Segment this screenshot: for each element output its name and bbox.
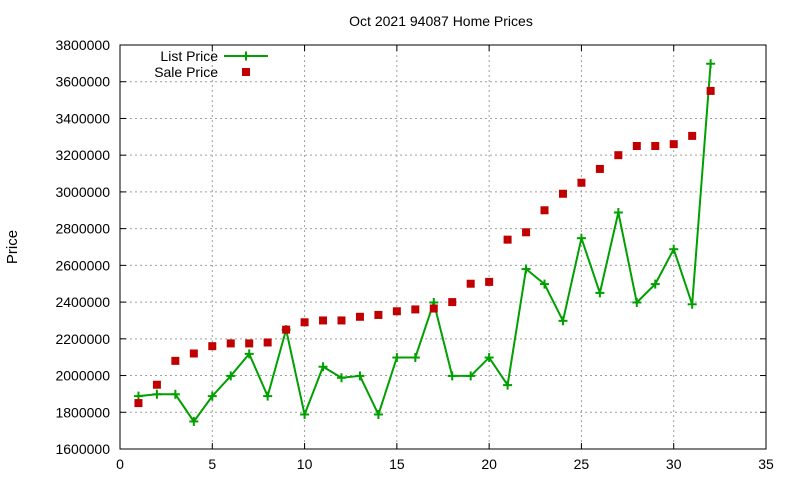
plot-data bbox=[133, 59, 716, 426]
list-price-point bbox=[595, 288, 605, 298]
list-price-point bbox=[226, 371, 236, 381]
sale-price-point bbox=[448, 298, 457, 307]
sale-price-point bbox=[263, 338, 272, 347]
list-price-point bbox=[152, 389, 162, 399]
sale-price-point bbox=[152, 380, 161, 389]
list-price-point bbox=[632, 297, 642, 307]
list-price-point bbox=[263, 391, 273, 401]
list-price-point bbox=[244, 349, 254, 359]
sale-price-point bbox=[669, 140, 678, 149]
sale-price-point bbox=[540, 206, 549, 215]
legend-plus-marker bbox=[241, 51, 251, 61]
y-axis-label: Price bbox=[4, 230, 21, 264]
sale-price-point bbox=[632, 142, 641, 150]
list-price-point bbox=[706, 59, 716, 69]
sale-price-point bbox=[337, 316, 346, 325]
list-price-point bbox=[355, 371, 365, 381]
x-tick-label: 5 bbox=[208, 456, 216, 472]
y-tick-label: 1800000 bbox=[55, 404, 110, 420]
sale-price-point bbox=[706, 86, 715, 95]
sale-price-point bbox=[355, 312, 364, 321]
list-price-point bbox=[484, 353, 494, 363]
sale-price-point bbox=[134, 399, 143, 408]
sale-price-point bbox=[392, 307, 401, 316]
list-price-point bbox=[336, 373, 346, 383]
y-tick-label: 2200000 bbox=[55, 331, 110, 347]
sale-price-point bbox=[411, 305, 420, 314]
sale-price-point bbox=[374, 310, 383, 319]
sale-price-point bbox=[226, 339, 235, 348]
legend-label: Sale Price bbox=[154, 64, 218, 80]
x-tick-label: 20 bbox=[481, 456, 497, 472]
plot-frame bbox=[119, 44, 767, 450]
list-price-point bbox=[447, 371, 457, 381]
list-price-point bbox=[613, 207, 623, 217]
list-price-point bbox=[189, 416, 199, 426]
y-tick-label: 3400000 bbox=[55, 110, 110, 126]
list-price-point bbox=[558, 316, 568, 326]
y-tick-label: 1600000 bbox=[55, 441, 110, 457]
list-price-point bbox=[410, 353, 420, 363]
x-tick-label: 15 bbox=[389, 456, 405, 472]
list-price-point bbox=[521, 264, 531, 274]
legend-square-marker bbox=[242, 68, 250, 76]
sale-price-point bbox=[245, 339, 254, 348]
sale-price-point bbox=[300, 318, 309, 327]
sale-price-point bbox=[429, 304, 438, 313]
list-price-point bbox=[318, 362, 328, 372]
sale-price-point bbox=[208, 342, 217, 351]
y-tick-label: 3200000 bbox=[55, 147, 110, 163]
list-price-point bbox=[503, 380, 513, 390]
list-price-point bbox=[650, 279, 660, 289]
list-price-point bbox=[540, 279, 550, 289]
x-tick-label: 0 bbox=[116, 456, 124, 472]
y-tick-label: 2000000 bbox=[55, 368, 110, 384]
sale-price-point bbox=[189, 349, 198, 358]
list-price-line bbox=[138, 63, 712, 424]
grid-lines bbox=[120, 45, 766, 449]
y-tick-label: 3000000 bbox=[55, 184, 110, 200]
y-tick-label: 3800000 bbox=[55, 37, 110, 53]
y-tick-label: 2600000 bbox=[55, 257, 110, 273]
list-price-point bbox=[669, 244, 679, 254]
list-price-point bbox=[687, 299, 697, 309]
sale-price-point bbox=[171, 356, 180, 365]
list-price-point bbox=[300, 409, 310, 419]
legend-label: List Price bbox=[160, 48, 218, 64]
list-price-point bbox=[392, 353, 402, 363]
sale-price-point bbox=[466, 279, 475, 288]
list-price-point bbox=[373, 409, 383, 419]
sale-price-point bbox=[503, 235, 512, 244]
sale-price-point bbox=[688, 131, 697, 140]
axes: 0 5 10 15 20 25 30 35 1600000 1800000 2000000 22000… bbox=[55, 37, 774, 472]
list-price-point bbox=[207, 391, 217, 401]
sale-price-point bbox=[522, 228, 531, 237]
chart-title: Oct 2021 94087 Home Prices bbox=[349, 13, 533, 29]
list-price-point bbox=[576, 233, 586, 243]
y-tick-label: 2400000 bbox=[55, 294, 110, 310]
sale-price-point bbox=[558, 189, 567, 198]
x-tick-label: 25 bbox=[574, 456, 590, 472]
sale-price-point bbox=[595, 164, 604, 173]
sale-price-point bbox=[319, 316, 328, 325]
sale-price-point bbox=[614, 151, 623, 160]
list-price-point bbox=[466, 371, 476, 381]
sale-price-point bbox=[282, 325, 291, 334]
x-tick-label: 35 bbox=[758, 456, 774, 472]
sale-price-point bbox=[577, 178, 586, 187]
x-tick-label: 30 bbox=[666, 456, 682, 472]
sale-price-point bbox=[651, 142, 660, 150]
list-price-point bbox=[170, 389, 180, 399]
x-tick-label: 10 bbox=[297, 456, 313, 472]
sale-price-point bbox=[485, 277, 494, 286]
y-tick-label: 3600000 bbox=[55, 74, 110, 90]
y-tick-label: 2800000 bbox=[55, 221, 110, 237]
